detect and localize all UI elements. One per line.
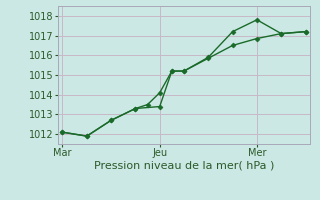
X-axis label: Pression niveau de la mer( hPa ): Pression niveau de la mer( hPa ): [94, 161, 274, 171]
